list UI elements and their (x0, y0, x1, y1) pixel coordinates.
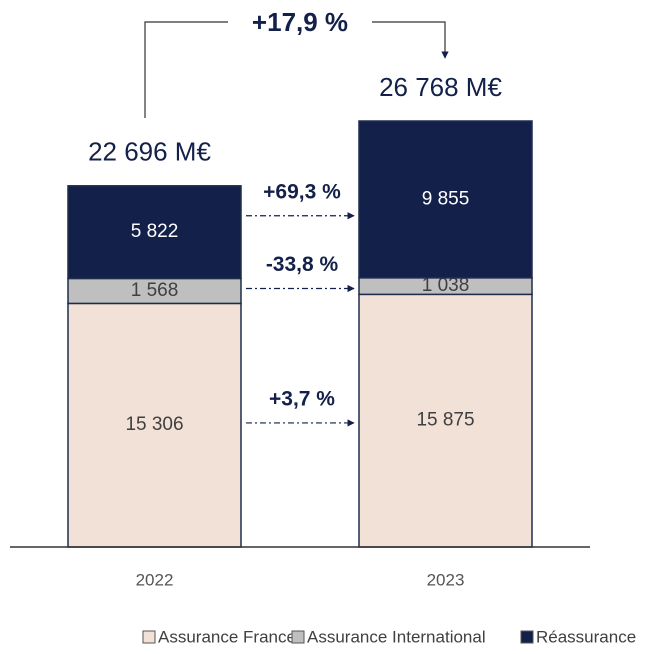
total-growth: +17,9 % (252, 7, 348, 37)
x-tick-label: 2023 (427, 570, 465, 589)
growth-label: -33,8 % (266, 253, 339, 276)
growth-label: +3,7 % (269, 387, 335, 410)
legend-label: Réassurance (536, 627, 636, 646)
legend-swatch (520, 630, 534, 644)
bar-segment (358, 120, 533, 279)
bar-segment (67, 277, 242, 305)
bracket-left (144, 21, 228, 118)
value-label: 15 875 (416, 410, 474, 431)
value-label: 1 038 (422, 275, 470, 296)
growth-label: +69,3 % (263, 180, 341, 203)
value-label: 1 568 (131, 280, 179, 301)
legend-label: Assurance France (158, 627, 296, 646)
legend-label: Assurance International (307, 627, 486, 646)
bar-segment (67, 302, 242, 548)
bracket-right (372, 21, 449, 59)
x-tick-label: 2022 (136, 570, 174, 589)
bar-segment (67, 185, 242, 280)
legend-swatch (142, 630, 156, 644)
total-label: 26 768 M€ (379, 72, 502, 102)
value-label: 9 855 (422, 188, 470, 209)
total-label: 22 696 M€ (88, 137, 211, 167)
value-label: 15 306 (125, 414, 183, 435)
bar-segment (358, 293, 533, 548)
value-label: 5 822 (131, 221, 179, 242)
legend-swatch (291, 630, 305, 644)
